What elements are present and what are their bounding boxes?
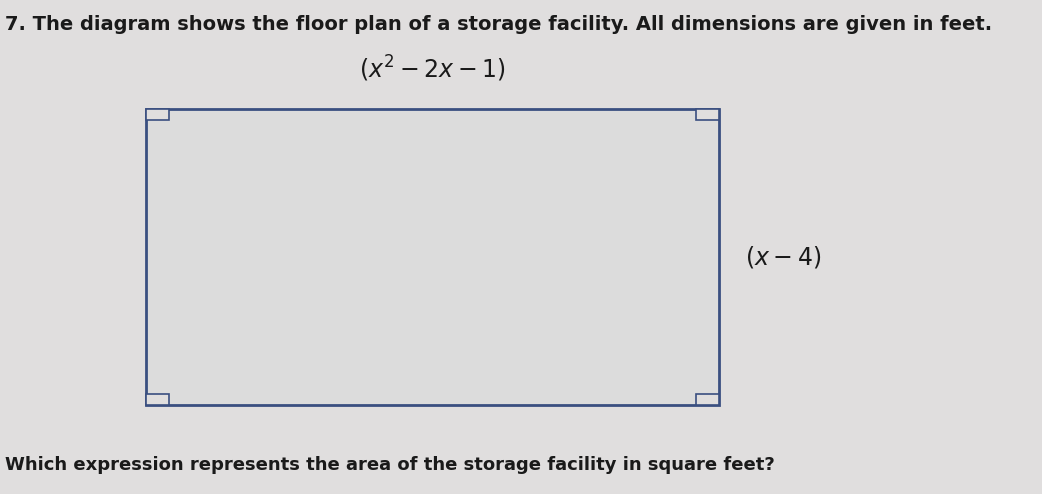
Bar <box>146 109 719 405</box>
Text: $(x^2 - 2x - 1)$: $(x^2 - 2x - 1)$ <box>359 54 505 84</box>
Text: 7. The diagram shows the floor plan of a storage facility. All dimensions are gi: 7. The diagram shows the floor plan of a… <box>5 15 992 34</box>
Bar <box>146 394 169 405</box>
Text: Which expression represents the area of the storage facility in square feet?: Which expression represents the area of … <box>5 456 775 474</box>
Bar <box>696 109 719 120</box>
Bar <box>146 109 169 120</box>
Bar <box>696 394 719 405</box>
Text: $(x - 4)$: $(x - 4)$ <box>745 244 821 270</box>
